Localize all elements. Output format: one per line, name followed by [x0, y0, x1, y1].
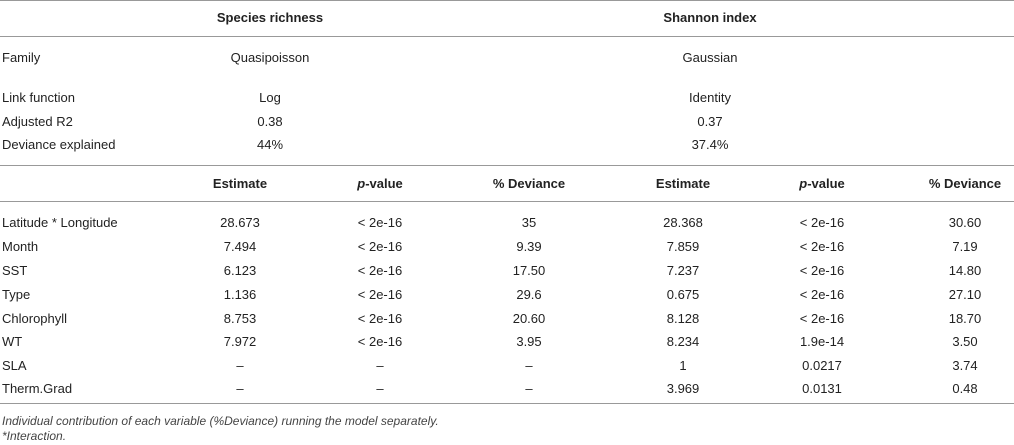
species-deviance: –: [525, 381, 533, 396]
row-variable: WT: [2, 334, 23, 349]
link-function-label: Link function: [2, 90, 75, 105]
row-variable: SLA: [2, 358, 27, 373]
species-estimate: 7.972: [223, 334, 257, 349]
species-deviance: –: [525, 358, 533, 373]
adjusted-r2-species: 0.38: [257, 114, 283, 129]
p-rest: -value: [365, 176, 403, 191]
p-rest: -value: [807, 176, 845, 191]
species-pvalue: < 2e-16: [357, 287, 403, 302]
species-deviance: 17.50: [512, 263, 546, 278]
shannon-deviance: 3.50: [952, 334, 978, 349]
row-variable: Type: [2, 287, 31, 302]
species-pvalue: < 2e-16: [357, 263, 403, 278]
col-estimate-shannon: Estimate: [655, 176, 711, 191]
species-estimate: 8.753: [223, 311, 257, 326]
shannon-deviance: 27.10: [948, 287, 982, 302]
species-pvalue: –: [376, 381, 384, 396]
species-richness-header: Species richness: [216, 10, 324, 25]
species-pvalue: < 2e-16: [357, 311, 403, 326]
col-estimate-species: Estimate: [212, 176, 268, 191]
adjusted-r2-shannon: 0.37: [697, 114, 723, 129]
species-pvalue: < 2e-16: [357, 334, 403, 349]
species-deviance: 20.60: [512, 311, 546, 326]
shannon-deviance: 3.74: [952, 358, 978, 373]
shannon-estimate: 8.234: [666, 334, 700, 349]
species-estimate: 1.136: [223, 287, 257, 302]
shannon-deviance: 18.70: [948, 311, 982, 326]
shannon-pvalue: < 2e-16: [799, 311, 845, 326]
row-variable: Chlorophyll: [2, 311, 68, 326]
deviance-explained-shannon: 37.4%: [691, 137, 729, 152]
col-deviance-species: % Deviance: [492, 176, 566, 191]
shannon-estimate: 3.969: [666, 381, 700, 396]
species-estimate: 28.673: [220, 215, 260, 230]
family-shannon: Gaussian: [682, 50, 738, 65]
species-deviance: 29.6: [516, 287, 542, 302]
species-deviance: 9.39: [516, 239, 542, 254]
adjusted-r2-label: Adjusted R2: [2, 114, 73, 129]
species-pvalue: < 2e-16: [357, 215, 403, 230]
shannon-estimate: 0.675: [666, 287, 700, 302]
shannon-pvalue: 0.0217: [802, 358, 842, 373]
footnote-1: Individual contribution of each variable…: [2, 414, 439, 428]
shannon-estimate: 7.237: [666, 263, 700, 278]
shannon-deviance: 30.60: [948, 215, 982, 230]
shannon-index-header: Shannon index: [663, 10, 757, 25]
shannon-deviance: 0.48: [952, 381, 978, 396]
species-estimate: –: [236, 381, 244, 396]
col-deviance-shannon: % Deviance: [928, 176, 1002, 191]
deviance-explained-species: 44%: [256, 137, 284, 152]
shannon-pvalue: 0.0131: [802, 381, 842, 396]
shannon-deviance: 14.80: [948, 263, 982, 278]
link-function-shannon: Identity: [689, 90, 731, 105]
header-rule: [0, 36, 1014, 37]
shannon-pvalue: 1.9e-14: [799, 334, 845, 349]
row-variable: Latitude * Longitude: [2, 215, 118, 230]
deviance-explained-label: Deviance explained: [2, 137, 116, 152]
family-label: Family: [2, 50, 41, 65]
species-estimate: 6.123: [223, 263, 257, 278]
shannon-estimate: 28.368: [663, 215, 703, 230]
bottom-rule: [0, 403, 1014, 404]
species-estimate: –: [236, 358, 244, 373]
col-header-rule: [0, 201, 1014, 202]
shannon-pvalue: < 2e-16: [799, 215, 845, 230]
shannon-pvalue: < 2e-16: [799, 287, 845, 302]
link-function-species: Log: [259, 90, 281, 105]
shannon-deviance: 7.19: [952, 239, 978, 254]
row-variable: SST: [2, 263, 28, 278]
p-italic: p: [357, 176, 366, 191]
shannon-estimate: 1: [679, 358, 687, 373]
top-rule: [0, 0, 1014, 1]
species-deviance: 3.95: [516, 334, 542, 349]
family-species: Quasipoisson: [230, 50, 310, 65]
species-pvalue: –: [376, 358, 384, 373]
footnote-2: *Interaction.: [2, 429, 67, 443]
species-estimate: 7.494: [223, 239, 257, 254]
shannon-estimate: 7.859: [666, 239, 700, 254]
shannon-pvalue: < 2e-16: [799, 263, 845, 278]
mid-rule: [0, 165, 1014, 166]
species-deviance: 35: [521, 215, 537, 230]
shannon-pvalue: < 2e-16: [799, 239, 845, 254]
shannon-estimate: 8.128: [666, 311, 700, 326]
row-variable: Month: [2, 239, 39, 254]
species-pvalue: < 2e-16: [357, 239, 403, 254]
col-pvalue-shannon: p-value: [799, 176, 845, 192]
row-variable: Therm.Grad: [2, 381, 73, 396]
p-italic: p: [799, 176, 808, 191]
col-pvalue-species: p-value: [357, 176, 403, 192]
